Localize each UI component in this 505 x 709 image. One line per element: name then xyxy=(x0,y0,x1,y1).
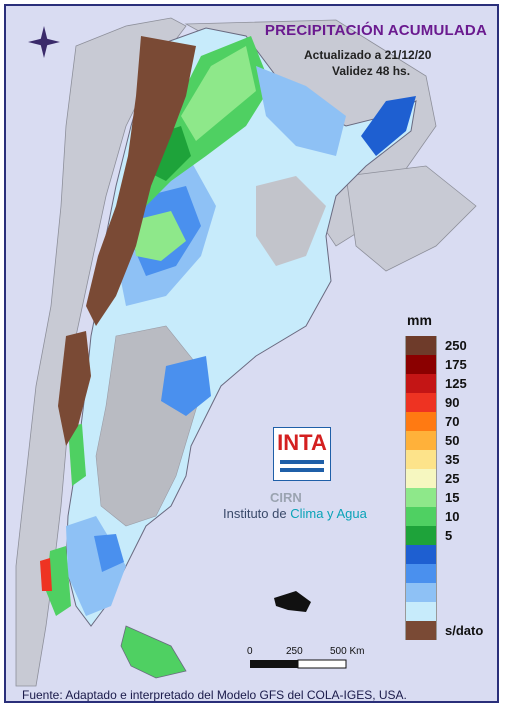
uruguay-land xyxy=(345,165,477,272)
malvinas-islands xyxy=(274,591,311,612)
legend-label: 35 xyxy=(445,452,460,467)
compass-rose-icon xyxy=(28,26,60,58)
precip-band-10-ne xyxy=(256,66,346,156)
no-data-andes xyxy=(86,36,196,326)
legend-swatch xyxy=(405,450,437,469)
validity-text: Validez 48 hs. xyxy=(332,64,411,78)
inta-logo-text: INTA xyxy=(277,430,327,455)
precip-band-15-ne xyxy=(361,96,416,156)
center-dry xyxy=(256,176,326,266)
legend-swatch xyxy=(405,583,437,602)
legend-label: 25 xyxy=(445,471,460,486)
inta-logo: INTA xyxy=(273,427,331,481)
legend-label: 70 xyxy=(445,414,460,429)
precip-band-90-sw xyxy=(40,558,52,591)
source-footer: Fuente: Adaptado e interpretado del Mode… xyxy=(22,688,407,702)
legend-swatch xyxy=(405,564,437,583)
legend-label: 10 xyxy=(445,509,460,524)
legend-unit: mm xyxy=(407,312,432,328)
legend-swatch xyxy=(405,374,437,393)
no-data-andes-south xyxy=(58,331,91,446)
legend-swatch xyxy=(405,602,437,621)
precipitation-map xyxy=(15,17,477,687)
precip-band-15-s xyxy=(161,356,211,416)
precip-band-25-sw xyxy=(46,546,71,616)
legend-label: 90 xyxy=(445,395,460,410)
legend-label: 5 xyxy=(445,528,453,543)
institute-accent: Clima y Agua xyxy=(290,506,367,521)
scale-bar xyxy=(250,659,347,669)
scale-label-500: 500 Km xyxy=(330,646,365,657)
legend-label: 15 xyxy=(445,490,460,505)
legend-label: 175 xyxy=(445,357,467,372)
legend-swatch xyxy=(405,431,437,450)
precip-band-35b xyxy=(131,211,186,261)
cirn-label: CIRN xyxy=(270,490,302,505)
legend-label: 125 xyxy=(445,376,467,391)
map-frame: PRECIPITACIÓN ACUMULADA Actualizado a 21… xyxy=(4,4,499,703)
update-date: Actualizado a 21/12/20 xyxy=(304,48,432,62)
institute-prefix: Instituto de xyxy=(223,506,291,521)
inta-logo-waves-icon xyxy=(280,460,324,472)
legend-label: 50 xyxy=(445,433,460,448)
institute-name: Instituto de Clima y Agua xyxy=(223,506,367,521)
precip-band-15-sw xyxy=(94,534,124,572)
scale-label-250: 250 xyxy=(286,646,303,657)
legend-swatch xyxy=(405,469,437,488)
precip-band-25-w xyxy=(68,424,86,486)
legend-swatch xyxy=(405,355,437,374)
legend-swatch xyxy=(405,393,437,412)
map-title: PRECIPITACIÓN ACUMULADA xyxy=(264,22,487,39)
legend-swatch xyxy=(405,488,437,507)
legend-label: s/dato xyxy=(445,623,484,638)
legend-swatch xyxy=(405,412,437,431)
tierra-del-fuego xyxy=(120,625,187,679)
legend-swatch xyxy=(405,621,437,640)
legend-swatch xyxy=(405,545,437,564)
precip-band-35 xyxy=(181,46,256,141)
legend-swatch xyxy=(405,336,437,355)
scale-label-0: 0 xyxy=(247,646,253,657)
legend-swatch xyxy=(405,507,437,526)
legend-label: 250 xyxy=(445,338,467,353)
legend-swatch xyxy=(405,526,437,545)
